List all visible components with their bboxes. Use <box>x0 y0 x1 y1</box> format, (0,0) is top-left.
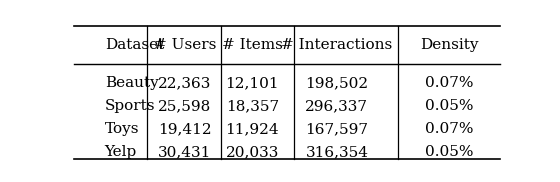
Text: 167,597: 167,597 <box>305 122 368 136</box>
Text: Density: Density <box>421 38 479 52</box>
Text: 30,431: 30,431 <box>158 145 212 159</box>
Text: 316,354: 316,354 <box>305 145 368 159</box>
Text: Toys: Toys <box>105 122 139 136</box>
Text: 22,363: 22,363 <box>158 76 212 90</box>
Text: 0.05%: 0.05% <box>426 145 474 159</box>
Text: 0.05%: 0.05% <box>426 99 474 113</box>
Text: Dataset: Dataset <box>105 38 164 52</box>
Text: # Users: # Users <box>154 38 216 52</box>
Text: 12,101: 12,101 <box>226 76 279 90</box>
Text: 296,337: 296,337 <box>305 99 368 113</box>
Text: Beauty: Beauty <box>105 76 158 90</box>
Text: 0.07%: 0.07% <box>426 122 474 136</box>
Text: 198,502: 198,502 <box>305 76 368 90</box>
Text: # Interactions: # Interactions <box>281 38 393 52</box>
Text: Yelp: Yelp <box>105 145 137 159</box>
Text: 25,598: 25,598 <box>158 99 212 113</box>
Text: 18,357: 18,357 <box>226 99 279 113</box>
Text: 0.07%: 0.07% <box>426 76 474 90</box>
Text: 11,924: 11,924 <box>226 122 279 136</box>
Text: # Items: # Items <box>222 38 283 52</box>
Text: 19,412: 19,412 <box>158 122 212 136</box>
Text: 20,033: 20,033 <box>226 145 279 159</box>
Text: Sports: Sports <box>105 99 155 113</box>
